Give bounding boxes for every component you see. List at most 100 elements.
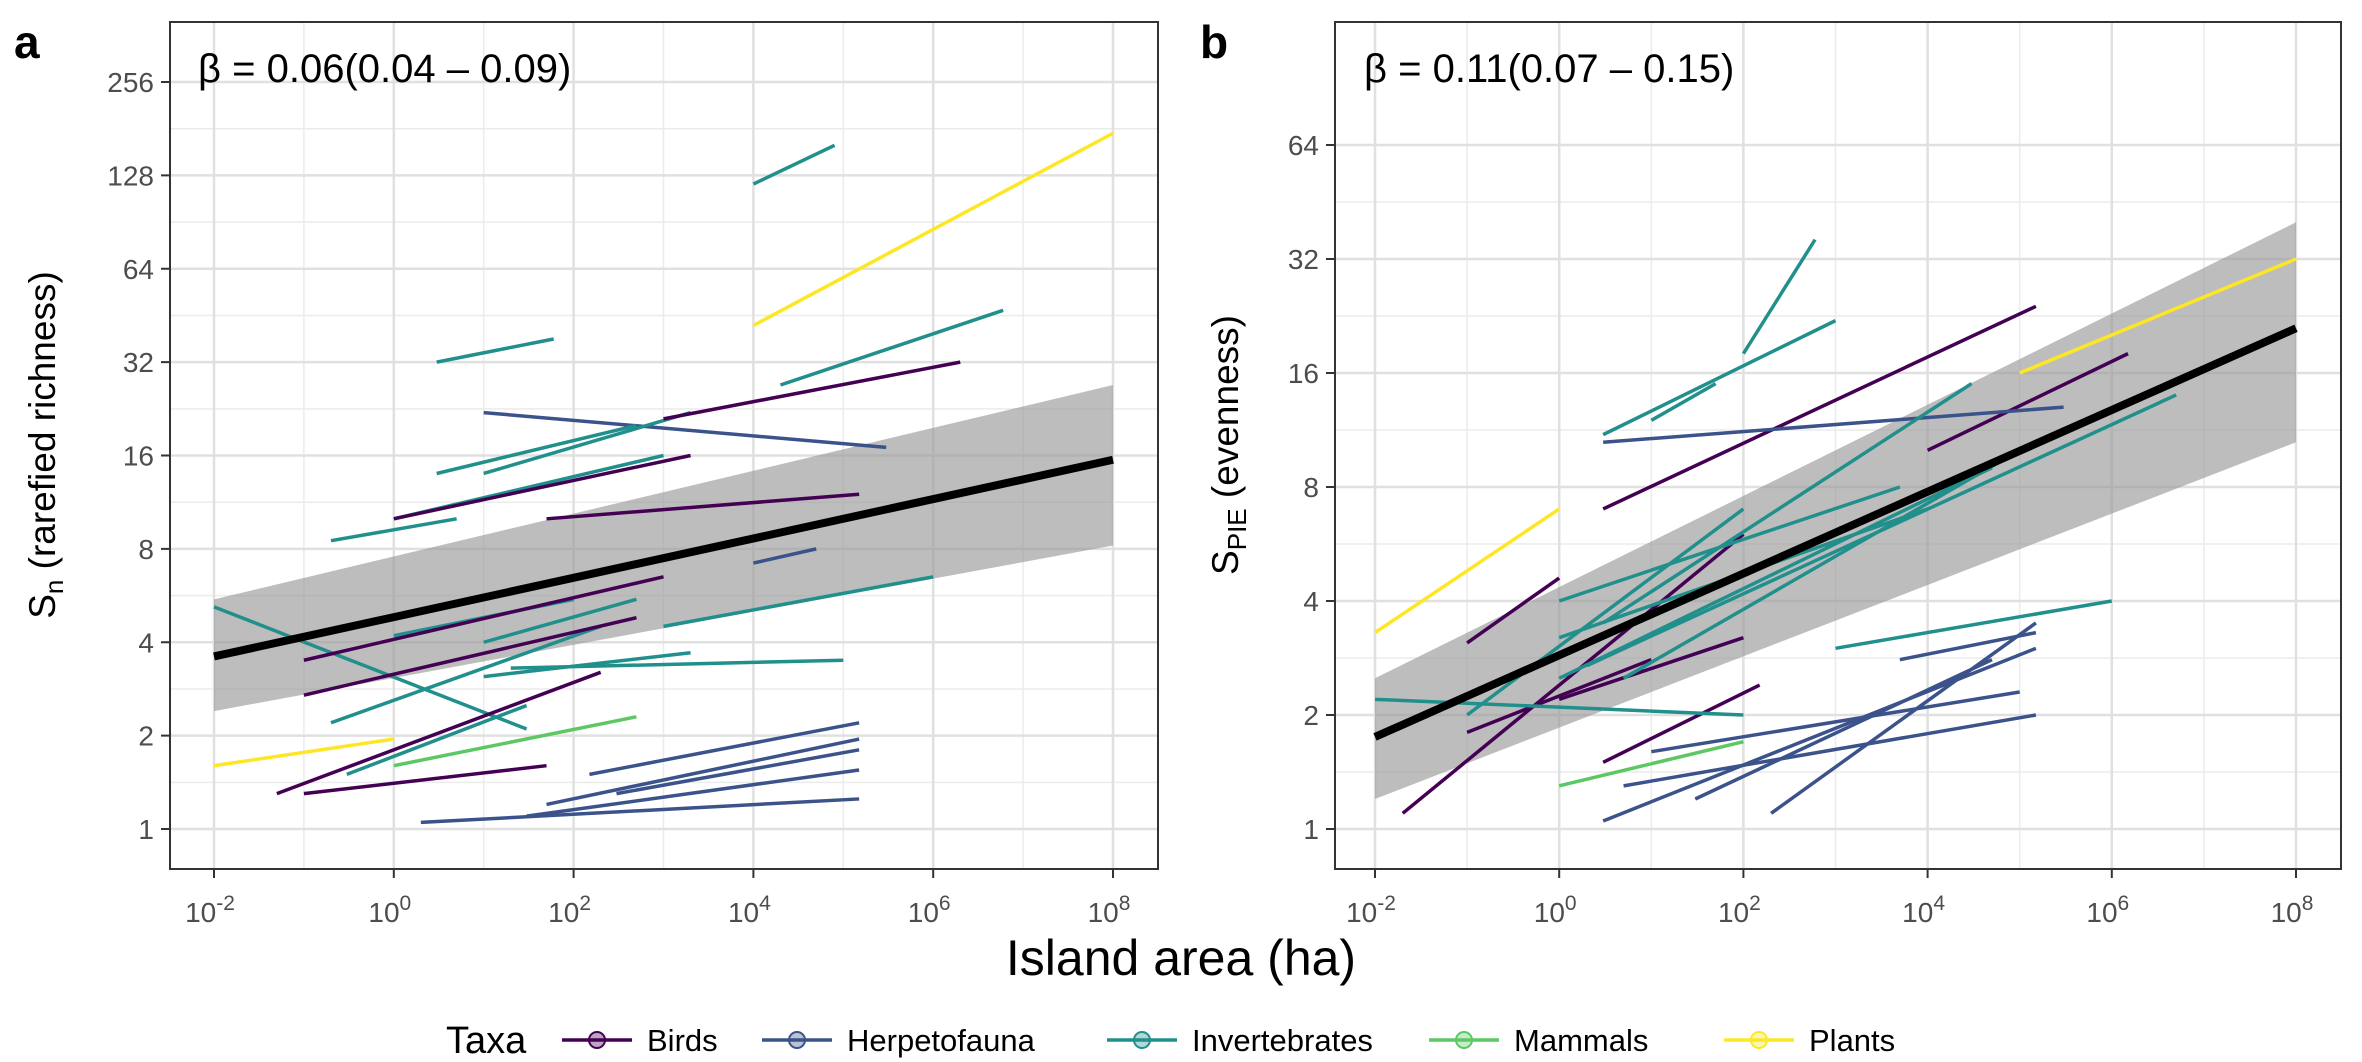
panel-b: b 1 2 4 8 16 32 64 10-2 100 102 104 106 108 β = 0.1…: [1200, 16, 2342, 928]
study-fit-line-birds: [1401, 532, 1745, 815]
study-fit-line-herpetofauna: [420, 797, 860, 825]
panel-b-frame: [1334, 21, 2342, 870]
panel-b-beta-annotation: β = 0.11(0.07 – 0.15): [1364, 47, 1734, 91]
study-fit-line-invertebrates: [1558, 466, 1993, 680]
overall-fit-line: [1373, 324, 2298, 741]
study-fit-line-herpetofauna: [616, 748, 860, 796]
study-fit-line-herpetofauna: [1602, 646, 2037, 823]
x-tick-label: 102: [1718, 892, 1761, 928]
study-fit-line-mammals: [1558, 740, 1744, 788]
study-fit-line-invertebrates: [510, 658, 844, 670]
study-fit-line-birds: [546, 492, 860, 521]
x-tick-label: 104: [728, 892, 771, 928]
y-tick-label: 1: [1303, 814, 1319, 845]
panel-b-x-ticks: 10-2 100 102 104 106 108: [1346, 869, 2313, 928]
panel-b-study-fits: [1374, 238, 2297, 823]
study-fit-line-invertebrates: [1374, 697, 1744, 717]
legend-item-herpetofauna: Herpetofauna: [762, 1023, 1036, 1058]
study-fit-line-invertebrates: [1558, 485, 1901, 603]
study-fit-line-birds: [663, 360, 961, 421]
study-fit-line-invertebrates: [1622, 448, 2021, 680]
legend-point-swatch: [788, 1031, 806, 1049]
study-fit-line-invertebrates: [779, 308, 1004, 387]
study-fit-line-plants: [1374, 507, 1561, 635]
y-tick-label: 1: [138, 814, 154, 845]
y-tick-label: 64: [123, 254, 154, 285]
legend-item-mammals: Mammals: [1429, 1023, 1648, 1058]
study-fit-line-invertebrates: [1602, 382, 1973, 625]
study-fit-line-birds: [1926, 352, 2129, 452]
x-tick-label: 106: [2086, 892, 2129, 928]
legend: Taxa Birds Herpetofauna Invertebrates Mamma…: [446, 1020, 1895, 1062]
x-tick-label: 100: [368, 892, 411, 928]
x-tick-label: 102: [548, 892, 591, 928]
study-fit-line-invertebrates: [663, 575, 934, 629]
y-tick-label: 16: [1288, 358, 1319, 389]
study-fit-line-invertebrates: [752, 143, 836, 186]
study-fit-line-invertebrates: [483, 410, 692, 476]
study-fit-line-herpetofauna: [1623, 713, 2037, 788]
panel-a-overall-fit: [213, 455, 1114, 661]
panel-a-beta-annotation: β = 0.06(0.04 – 0.09): [198, 47, 571, 91]
study-fit-line-birds: [1602, 683, 1761, 764]
study-fit-line-invertebrates: [1741, 238, 1817, 355]
study-fit-line-invertebrates: [436, 423, 637, 476]
study-fit-line-invertebrates: [1602, 319, 1837, 437]
study-fit-line-herpetofauna: [1899, 630, 2037, 662]
study-fit-line-invertebrates: [483, 597, 637, 644]
study-fit-line-invertebrates: [1466, 507, 1745, 717]
study-fit-line-invertebrates: [1650, 382, 1717, 422]
panel-b-y-ticks: 1 2 4 8 16 32 64: [1288, 130, 1335, 845]
legend-label: Herpetofauna: [847, 1023, 1036, 1058]
study-fit-line-birds: [1466, 576, 1561, 645]
legend-point-swatch: [1133, 1031, 1151, 1049]
study-fit-line-herpetofauna: [1651, 690, 2020, 754]
study-fit-line-plants: [213, 737, 395, 768]
panel-a: a 1 2 4 8 16 32 64 128 256 10-2 100 102 104 106 108 β…: [14, 16, 1159, 928]
study-fit-line-invertebrates: [346, 703, 528, 777]
y-tick-label: 2: [1303, 700, 1319, 731]
study-fit-line-invertebrates: [436, 337, 554, 364]
study-fit-line-herpetofauna: [526, 768, 860, 818]
y-tick-label: 64: [1288, 130, 1319, 161]
y-tick-label: 16: [123, 441, 154, 472]
study-fit-line-birds: [393, 453, 691, 521]
y-tick-label: 4: [138, 627, 154, 658]
y-tick-label: 8: [1303, 472, 1319, 503]
legend-point-swatch: [1750, 1031, 1768, 1049]
study-fit-line-mammals: [393, 715, 637, 768]
study-fit-line-herpetofauna: [1770, 621, 2037, 815]
legend-point-swatch: [588, 1031, 606, 1049]
x-tick-label: 106: [908, 892, 951, 928]
panel-b-label: b: [1200, 16, 1228, 68]
legend-item-birds: Birds: [562, 1023, 718, 1058]
study-fit-line-birds: [303, 763, 547, 796]
x-tick-label: 108: [1088, 892, 1131, 928]
y-tick-label: 32: [123, 347, 154, 378]
legend-label: Invertebrates: [1192, 1023, 1373, 1058]
study-fit-line-invertebrates: [1835, 599, 2113, 651]
study-fit-line-birds: [303, 575, 664, 662]
overall-fit-line: [213, 455, 1114, 661]
study-fit-line-birds: [1558, 636, 1744, 701]
y-tick-label: 256: [107, 67, 154, 98]
legend-title: Taxa: [446, 1020, 527, 1062]
legend-point-swatch: [1455, 1031, 1473, 1049]
study-fit-line-birds: [1602, 304, 2037, 511]
panel-a-x-ticks: 10-2 100 102 104 106 108: [185, 869, 1130, 928]
study-fit-line-invertebrates: [330, 517, 457, 543]
x-tick-label: 10-2: [1346, 892, 1396, 928]
y-tick-label: 32: [1288, 244, 1319, 275]
panel-b-y-axis-label: SPIE (evenness): [1205, 315, 1252, 575]
y-tick-label: 8: [138, 534, 154, 565]
legend-item-plants: Plants: [1724, 1023, 1895, 1058]
study-fit-line-herpetofauna: [1603, 405, 2064, 445]
study-fit-line-herpetofauna: [753, 547, 817, 565]
x-tick-label: 108: [2271, 892, 2314, 928]
x-tick-label: 104: [1902, 892, 1945, 928]
study-fit-line-plants: [2019, 257, 2297, 375]
panel-a-label: a: [14, 16, 40, 68]
study-fit-line-birds: [276, 670, 602, 796]
y-tick-label: 4: [1303, 586, 1319, 617]
